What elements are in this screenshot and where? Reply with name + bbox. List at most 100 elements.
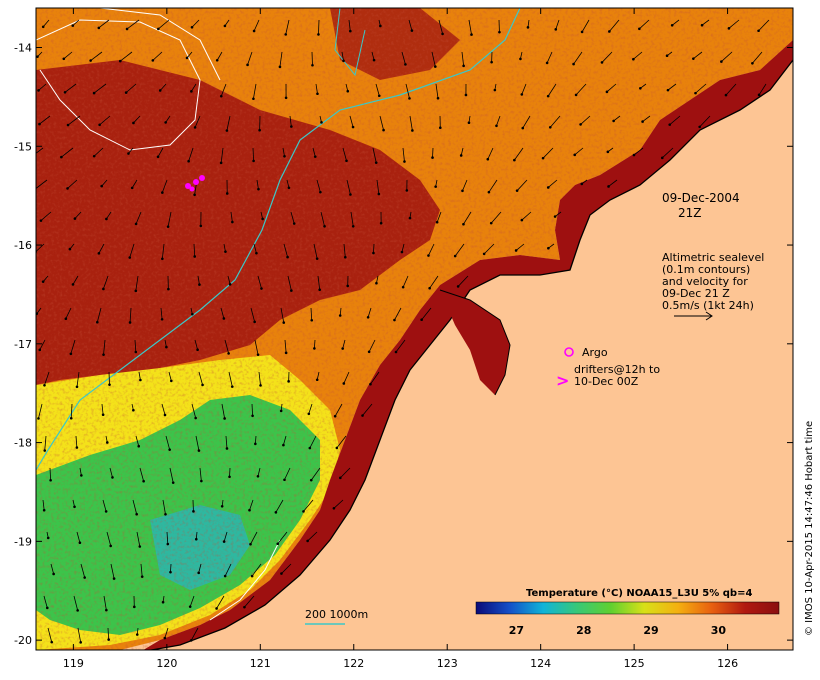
velocity-arrow-head xyxy=(490,60,493,64)
velocity-arrow xyxy=(220,83,227,97)
velocity-arrow xyxy=(421,307,432,320)
velocity-arrow-head xyxy=(75,385,79,389)
velocity-arrow xyxy=(401,243,405,253)
velocity-arrow-head xyxy=(320,121,323,124)
velocity-arrow xyxy=(139,467,145,482)
velocity-arrow xyxy=(61,147,74,158)
velocity-arrow xyxy=(461,51,465,66)
velocity-arrow xyxy=(315,83,318,94)
velocity-arrow xyxy=(316,371,320,380)
velocity-arrow xyxy=(308,403,313,414)
velocity-arrow xyxy=(282,147,285,157)
date-label: 09-Dec-2004 xyxy=(662,191,740,205)
velocity-arrow xyxy=(190,627,199,641)
velocity-arrow xyxy=(40,211,52,221)
velocity-arrow xyxy=(284,339,287,353)
colorbar-tick-label: 28 xyxy=(576,624,591,637)
velocity-arrow-head xyxy=(248,508,251,512)
sealevel-contour-s xyxy=(209,539,281,621)
velocity-arrow-head xyxy=(253,320,256,324)
velocity-arrow-head xyxy=(169,379,173,383)
velocity-arrow xyxy=(341,51,344,61)
velocity-arrow xyxy=(662,147,674,159)
velocity-arrow xyxy=(488,179,498,193)
velocity-arrow-head xyxy=(220,504,224,508)
velocity-arrow xyxy=(102,499,107,512)
velocity-arrow-head xyxy=(276,542,280,546)
velocity-arrow xyxy=(223,243,226,252)
velocity-arrow-head xyxy=(201,383,204,387)
velocity-arrow-head xyxy=(724,93,728,97)
velocity-arrow-head xyxy=(225,447,229,450)
velocity-arrow xyxy=(72,275,79,285)
velocity-arrow-head xyxy=(341,347,344,350)
velocity-arrow-head xyxy=(632,57,635,61)
velocity-arrow-head xyxy=(191,312,194,316)
velocity-arrow xyxy=(244,595,255,608)
velocity-arrow-head xyxy=(38,348,42,352)
colorbar xyxy=(475,601,780,615)
velocity-arrow-head xyxy=(461,189,464,193)
velocity-arrow xyxy=(49,467,52,481)
velocity-arrow xyxy=(457,275,469,287)
velocity-arrow-head xyxy=(367,350,371,354)
drifter-marker-icon: > xyxy=(556,371,569,390)
velocity-arrow-head xyxy=(69,352,73,356)
velocity-arrow-head xyxy=(410,29,414,32)
velocity-arrow-head xyxy=(382,128,385,132)
velocity-arrow xyxy=(103,339,106,355)
velocity-arrow-head xyxy=(68,247,72,251)
velocity-arrow-head xyxy=(41,280,45,283)
velocity-arrow-head xyxy=(526,26,530,29)
lon-tick-label: 119 xyxy=(63,657,84,670)
velocity-arrow xyxy=(346,179,351,195)
velocity-arrow-head xyxy=(660,156,664,160)
lon-tick-label: 125 xyxy=(624,657,645,670)
isobath-label: 200 1000m xyxy=(305,608,368,621)
velocity-arrow xyxy=(402,275,409,288)
velocity-arrow-head xyxy=(605,90,609,94)
velocity-arrow xyxy=(402,147,405,162)
velocity-arrow-head xyxy=(140,575,144,578)
velocity-arrow xyxy=(348,19,351,32)
velocity-arrow xyxy=(132,499,138,515)
velocity-arrow-head xyxy=(600,61,604,64)
velocity-arrow-head xyxy=(30,155,33,158)
velocity-arrow xyxy=(667,83,677,91)
velocity-arrows xyxy=(30,19,770,644)
velocity-arrow-head xyxy=(49,478,52,482)
velocity-arrow xyxy=(286,179,290,188)
velocity-arrow-head xyxy=(79,641,82,644)
velocity-arrow-head xyxy=(71,283,75,286)
velocity-arrow-head xyxy=(400,250,404,254)
velocity-arrow xyxy=(285,19,290,35)
velocity-arrow-head xyxy=(166,225,170,228)
velocity-arrow-head xyxy=(668,123,672,126)
velocity-arrow xyxy=(375,83,380,96)
velocity-arrow-head xyxy=(333,414,337,418)
velocity-arrow xyxy=(371,51,375,61)
velocity-arrow-head xyxy=(66,187,69,190)
velocity-arrow-head xyxy=(284,351,288,355)
velocity-arrow-head xyxy=(43,449,47,452)
velocity-arrow-head xyxy=(751,61,754,65)
velocity-arrow xyxy=(72,19,80,26)
velocity-arrow xyxy=(103,595,107,611)
velocity-arrow xyxy=(280,307,285,323)
velocity-arrow-head xyxy=(694,91,697,95)
velocity-arrow xyxy=(135,435,140,447)
velocity-arrow-head xyxy=(464,93,468,97)
velocity-arrow xyxy=(312,147,316,157)
velocity-arrow-head xyxy=(190,25,194,29)
lat-tick-label: -16 xyxy=(14,239,32,252)
velocity-arrow xyxy=(161,243,165,259)
velocity-arrow xyxy=(251,563,262,577)
velocity-arrow xyxy=(581,19,590,33)
velocity-arrow xyxy=(253,243,257,254)
velocity-arrow-head xyxy=(194,537,198,541)
velocity-arrow-head xyxy=(106,441,109,444)
velocity-arrow xyxy=(166,531,169,545)
velocity-arrow xyxy=(606,83,617,93)
velocity-arrow xyxy=(580,115,591,125)
velocity-arrow-head xyxy=(76,609,79,612)
